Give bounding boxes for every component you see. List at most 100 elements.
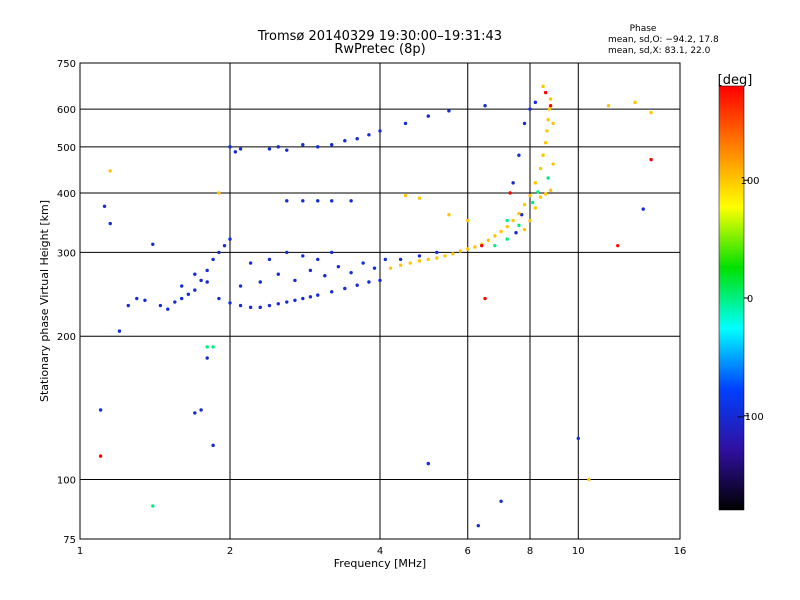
echo-point: [301, 296, 305, 301]
echo-point: [551, 121, 555, 126]
echo-point: [258, 305, 262, 310]
echo-point: [641, 207, 645, 211]
echo-point: [193, 411, 197, 415]
echo-point: [483, 104, 487, 108]
echo-point: [151, 504, 155, 508]
y-tick-label: 100: [57, 476, 76, 487]
echo-points: [98, 84, 653, 528]
echo-point: [217, 250, 221, 255]
echo-point: [205, 280, 209, 284]
echo-point: [417, 196, 422, 200]
x-tick-label: 8: [527, 546, 533, 557]
echo-point: [547, 107, 552, 111]
echo-point: [543, 141, 548, 145]
echo-point: [238, 303, 243, 308]
y-tick-label: 750: [57, 59, 76, 70]
echo-point: [238, 147, 243, 151]
echo-point: [193, 288, 197, 292]
chart-title: Tromsø 20140329 19:30:00–19:31:43: [257, 29, 502, 44]
echo-point: [205, 356, 209, 360]
echo-point: [480, 243, 484, 248]
echo-point: [499, 499, 503, 504]
echo-point: [458, 249, 463, 253]
y-tick-label: 600: [57, 105, 76, 116]
y-axis-label: Stationary phase Virtual Height [km]: [38, 200, 51, 402]
echo-point: [476, 523, 481, 528]
x-tick-label: 1: [77, 546, 83, 557]
echo-point: [98, 408, 103, 412]
echo-point: [143, 298, 147, 302]
echo-point: [493, 243, 497, 248]
echo-point: [316, 293, 320, 297]
echo-point: [408, 261, 412, 265]
echo-point: [551, 162, 555, 166]
echo-point: [545, 129, 549, 133]
echo-point: [217, 296, 221, 301]
echo-point: [522, 227, 527, 232]
echo-point: [606, 104, 611, 108]
echo-point: [276, 302, 280, 306]
echo-point: [336, 264, 341, 269]
echo-point: [222, 243, 227, 248]
x-axis-label: Frequency [MHz]: [334, 557, 426, 570]
echo-point: [486, 238, 491, 243]
echo-point: [543, 192, 548, 196]
echo-point: [258, 280, 262, 284]
echo-point: [180, 296, 184, 301]
echo-point: [372, 266, 377, 270]
echo-point: [151, 242, 155, 247]
phase-summary-title: Phase: [630, 24, 657, 34]
colorbar-tick-label: −100: [736, 412, 763, 423]
echo-point: [520, 213, 524, 217]
x-tick-label: 4: [377, 546, 383, 557]
echo-point: [117, 329, 122, 333]
echo-point: [361, 261, 365, 265]
colorbar-ticks: 100 0 −100: [736, 176, 763, 423]
echo-point: [217, 191, 221, 195]
echo-point: [483, 296, 487, 301]
echo-point: [447, 213, 451, 217]
echo-point: [108, 169, 112, 173]
echo-point: [548, 104, 553, 108]
echo-point: [403, 121, 408, 126]
echo-point: [330, 250, 334, 255]
echo-point: [426, 461, 430, 466]
echo-point: [248, 305, 253, 310]
colorbar-gradient: [718, 85, 745, 511]
echo-point: [301, 143, 305, 147]
x-tick-label: 16: [674, 546, 687, 557]
echo-point: [443, 254, 447, 258]
echo-point: [378, 129, 382, 133]
echo-point: [233, 150, 238, 154]
y-tick-label: 400: [57, 189, 76, 200]
echo-point: [293, 298, 297, 302]
echo-point: [186, 292, 191, 296]
echo-point: [228, 145, 232, 149]
echo-point: [546, 176, 550, 180]
echo-point: [330, 143, 334, 147]
echo-point: [616, 243, 620, 248]
echo-point: [533, 206, 538, 210]
plot-frame: [79, 62, 681, 540]
echo-point: [533, 181, 538, 185]
echo-point: [499, 229, 503, 234]
y-tick-label: 500: [57, 143, 76, 154]
echo-point: [447, 109, 451, 113]
x-axis-ticks: 1 2 4 6 8 10 16: [77, 546, 687, 557]
colorbar-tick-label: 100: [740, 176, 759, 187]
echo-point: [517, 153, 521, 157]
colorbar-tick-label: 0: [747, 294, 753, 305]
echo-point: [367, 133, 371, 137]
echo-point: [522, 202, 527, 207]
echo-point: [349, 270, 353, 275]
x-tick-label: 2: [227, 546, 233, 557]
echo-point: [514, 231, 518, 235]
echo-point: [398, 263, 403, 267]
x-tick-label: 10: [572, 546, 585, 557]
chart-subtitle: RwPretec (8p): [334, 42, 425, 57]
echo-point: [528, 218, 532, 223]
echo-point: [193, 272, 197, 276]
echo-point: [238, 284, 243, 288]
y-tick-label: 75: [63, 535, 76, 546]
